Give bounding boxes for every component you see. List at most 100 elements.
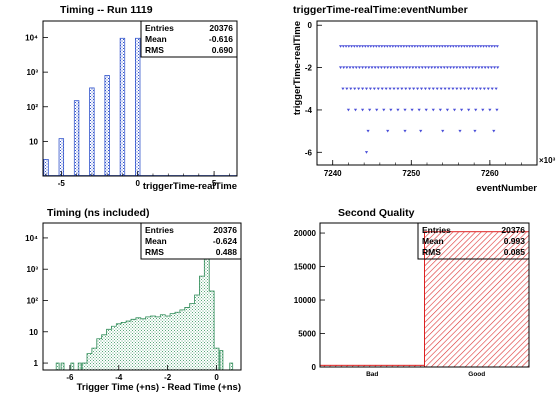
scatter-point bbox=[374, 45, 378, 48]
scatter-point bbox=[494, 87, 498, 91]
y-tick-label: 10⁴ bbox=[25, 34, 38, 43]
histogram-bar bbox=[89, 87, 95, 177]
panel-second-quality: Second Quality Bad Good 0 5000 10000 15000 200… bbox=[294, 207, 530, 378]
x-category-label: Bad bbox=[366, 371, 378, 378]
panel-trigger-vs-event: triggerTime-realTime:eventNumber -6 -4 -2 0… bbox=[292, 4, 556, 194]
scatter-point bbox=[439, 66, 443, 69]
scatter-point bbox=[427, 87, 431, 91]
x-tick-label: 5 bbox=[212, 179, 217, 188]
scatter-point bbox=[392, 66, 396, 69]
panel-timing-ns: Timing (ns included) -6 -4 -2 0 1 10 10² 10³ 10⁴… bbox=[25, 207, 242, 393]
scatter-point bbox=[464, 66, 468, 69]
scatter-point bbox=[345, 66, 349, 69]
scatter-point bbox=[474, 87, 479, 91]
stat-label: Entries bbox=[422, 225, 451, 235]
scatter-point bbox=[352, 45, 356, 48]
scatter-point bbox=[372, 87, 376, 91]
scatter-point bbox=[463, 87, 467, 91]
histogram-bar bbox=[104, 75, 110, 177]
panel-timing-run: Timing -- Run 1119 -5 0 5 10 10² 10³ 10⁴ Entri… bbox=[25, 4, 238, 192]
scatter-point bbox=[455, 66, 459, 69]
scatter-point bbox=[404, 45, 409, 48]
panel1-stats-box: Entries 20376 Mean -0.616 RMS 0.690 bbox=[140, 20, 238, 58]
scatter-point bbox=[458, 129, 462, 133]
panel4-stats-box: Entries 20376 Mean 0.993 RMS 0.085 bbox=[417, 222, 530, 260]
panel4-title: Second Quality bbox=[338, 207, 415, 219]
scatter-point bbox=[470, 66, 475, 69]
scatter-point bbox=[382, 45, 387, 48]
scatter-point bbox=[410, 108, 414, 112]
scatter-point bbox=[488, 108, 492, 112]
scatter-point bbox=[424, 108, 428, 112]
scatter-point bbox=[386, 66, 390, 69]
stat-value: 20376 bbox=[213, 225, 237, 235]
scatter-point bbox=[404, 66, 409, 69]
x-tick-label: -6 bbox=[66, 373, 74, 382]
scatter-point bbox=[366, 45, 370, 48]
scatter-point bbox=[380, 87, 384, 91]
scatter-point bbox=[357, 87, 361, 91]
scatter-point bbox=[451, 45, 455, 48]
scatter-point bbox=[423, 66, 428, 69]
scatter-point bbox=[360, 66, 365, 69]
scatter-point bbox=[445, 108, 450, 112]
scatter-point bbox=[353, 108, 358, 112]
y-tick-label: 10² bbox=[26, 103, 38, 112]
stat-label: RMS bbox=[422, 247, 441, 257]
scatter-point bbox=[439, 87, 443, 91]
scatter-point bbox=[364, 87, 369, 91]
x-tick-label: 7240 bbox=[324, 169, 342, 178]
scatter-point bbox=[408, 66, 412, 69]
scatter-point bbox=[467, 87, 471, 91]
y-tick-label: 10³ bbox=[26, 68, 38, 77]
scatter-point bbox=[373, 66, 377, 69]
histogram-bar bbox=[58, 138, 65, 177]
scatter-point bbox=[448, 66, 453, 69]
scatter-point bbox=[398, 66, 402, 69]
scatter-point bbox=[389, 66, 393, 69]
scatter-point bbox=[393, 45, 398, 48]
scatter-point bbox=[474, 66, 478, 69]
x-tick-label: -2 bbox=[164, 373, 172, 382]
y-tick-label: 15000 bbox=[294, 263, 317, 272]
scatter-point bbox=[437, 45, 442, 48]
scatter-point bbox=[417, 108, 421, 112]
scatter-point bbox=[357, 66, 362, 69]
scatter-point bbox=[346, 108, 351, 112]
scatter-point bbox=[492, 45, 497, 48]
scatter-point bbox=[379, 66, 384, 69]
scatter-point bbox=[408, 87, 412, 91]
panel3-title: Timing (ns included) bbox=[47, 207, 149, 219]
scatter-point bbox=[385, 45, 389, 48]
panel2-frame bbox=[316, 20, 538, 166]
stat-label: Mean bbox=[145, 34, 167, 44]
histogram-spike bbox=[55, 362, 60, 371]
scatter-point bbox=[382, 108, 386, 112]
scatter-point bbox=[483, 66, 487, 69]
stat-label: RMS bbox=[145, 45, 164, 55]
scatter-point bbox=[371, 45, 376, 48]
scatter-point bbox=[366, 129, 370, 133]
panel4-plot: Bad Good 0 5000 10000 15000 20000 bbox=[294, 229, 530, 378]
scatter-point bbox=[375, 108, 379, 112]
y-tick-label: 1 bbox=[34, 359, 39, 368]
scatter-point bbox=[364, 151, 369, 154]
y-tick-label: 10000 bbox=[294, 296, 317, 305]
scatter-point bbox=[467, 66, 472, 69]
scatter-point bbox=[363, 45, 367, 48]
scatter-point bbox=[432, 45, 436, 48]
stat-value: 0.085 bbox=[504, 247, 526, 257]
scatter-point bbox=[445, 66, 450, 69]
scatter-point bbox=[446, 45, 450, 48]
scatter-point bbox=[423, 87, 428, 91]
scatter-point bbox=[388, 87, 392, 91]
scatter-point bbox=[459, 45, 464, 48]
scatter-point bbox=[404, 87, 408, 91]
scatter-point bbox=[487, 45, 491, 48]
scatter-point bbox=[391, 45, 395, 48]
scatter-point bbox=[370, 66, 374, 69]
scatter-point bbox=[480, 66, 484, 69]
stat-value: 0.993 bbox=[504, 236, 526, 246]
panel2-xlabel: eventNumber bbox=[476, 183, 537, 194]
